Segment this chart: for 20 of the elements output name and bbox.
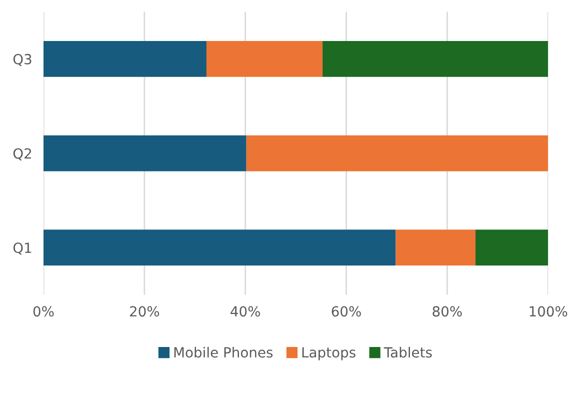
bar [396, 230, 476, 266]
bar [44, 135, 246, 172]
x-tick-label: 100% [530, 306, 568, 317]
x-tick-label: 60% [332, 306, 361, 317]
bar [322, 41, 548, 77]
x-tick-label: 20% [130, 306, 160, 317]
legend-label: Laptops [302, 347, 356, 360]
bar [246, 135, 548, 172]
x-tick-label: 40% [230, 306, 260, 317]
bar [475, 230, 548, 266]
y-tick-label: Q3 [13, 54, 32, 66]
x-tick-label: 80% [432, 306, 462, 317]
bar [44, 230, 396, 266]
legend-label: Tablets [384, 346, 432, 358]
y-tick-label: Q2 [13, 148, 31, 160]
bar [44, 41, 206, 77]
bar [206, 41, 323, 77]
y-tick-label: Q1 [13, 242, 32, 255]
x-tick-label: 0% [33, 306, 54, 317]
legend-label: Mobile Phones [174, 346, 273, 358]
